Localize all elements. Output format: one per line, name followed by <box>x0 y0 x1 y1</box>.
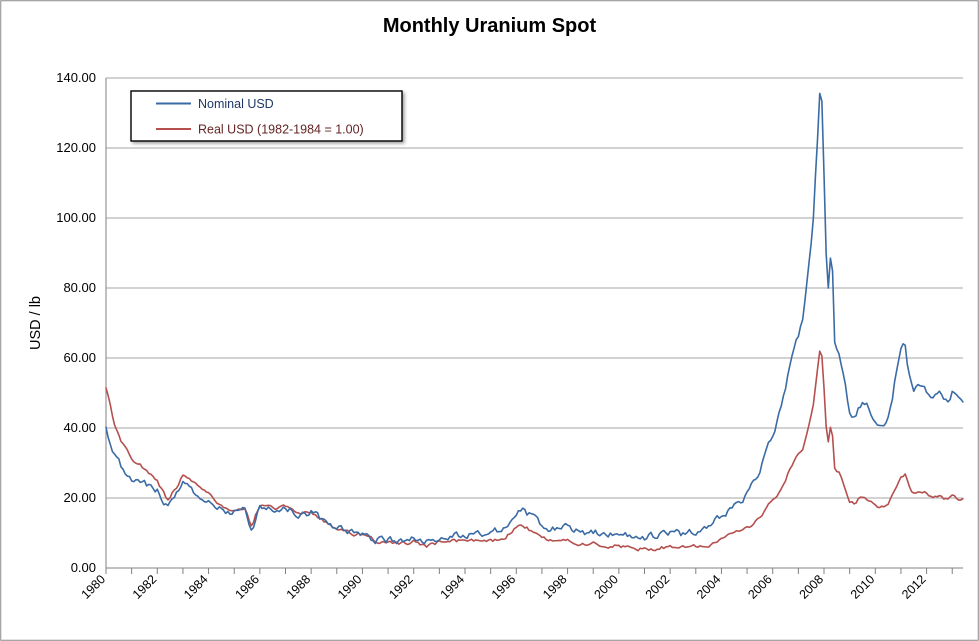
svg-text:20.00: 20.00 <box>63 490 96 505</box>
svg-text:100.00: 100.00 <box>56 210 96 225</box>
svg-text:0.00: 0.00 <box>71 560 96 575</box>
svg-text:Real USD (1982-1984 = 1.00): Real USD (1982-1984 = 1.00) <box>198 122 364 136</box>
svg-text:Nominal USD: Nominal USD <box>198 97 274 111</box>
svg-text:USD / lb: USD / lb <box>28 296 44 350</box>
svg-text:80.00: 80.00 <box>63 280 96 295</box>
svg-text:140.00: 140.00 <box>56 70 96 85</box>
svg-text:120.00: 120.00 <box>56 140 96 155</box>
svg-text:40.00: 40.00 <box>63 420 96 435</box>
svg-text:Monthly Uranium Spot: Monthly Uranium Spot <box>383 15 597 37</box>
svg-text:60.00: 60.00 <box>63 350 96 365</box>
